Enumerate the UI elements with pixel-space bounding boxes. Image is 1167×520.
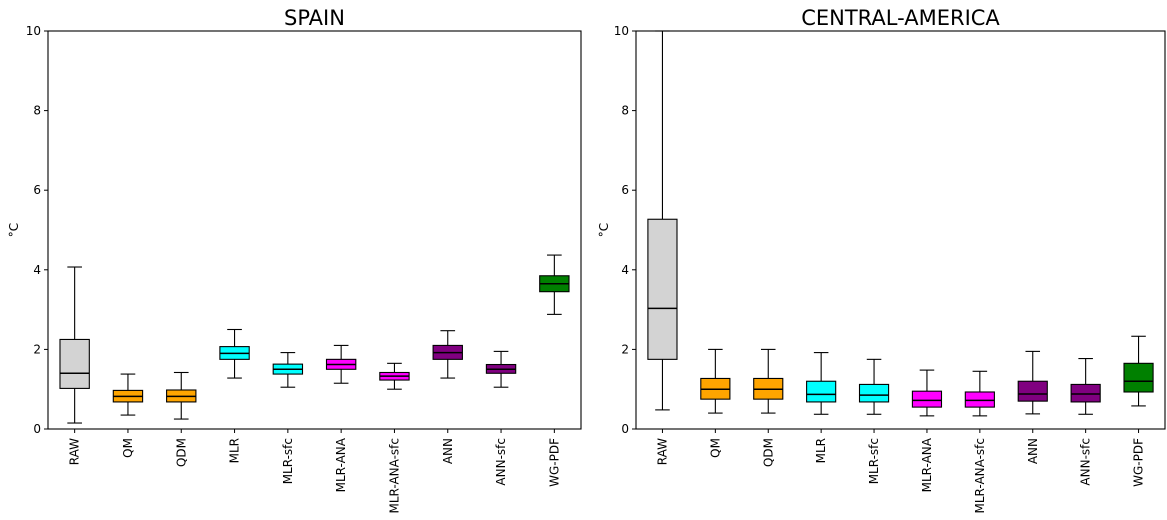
iqr-box (964, 391, 995, 408)
plot-frame (635, 30, 1166, 430)
x-tick-label: ANN (1026, 438, 1040, 464)
x-tick-label: MLR-sfc (281, 438, 295, 484)
box-ANN (1017, 350, 1048, 415)
x-tick-label: MLR (814, 438, 828, 463)
x-tick-label: ANN (441, 438, 455, 464)
box-MLR-sfc (858, 358, 890, 415)
box-MLR-sfc (272, 352, 304, 388)
y-tick-label: 8 (621, 104, 629, 118)
chart-title: SPAIN (284, 6, 345, 30)
chart-panel-1: CENTRAL-AMERICA °C 0 2 4 6 8 10 RAW QM QDM MLR MLR-s… (597, 6, 1166, 514)
x-tick-label: WG-PDF (1132, 438, 1146, 487)
iqr-box (1070, 383, 1101, 403)
box-MLR (806, 352, 837, 415)
x-tick-label: MLR-ANA (334, 437, 348, 492)
box-WG-PDF (539, 254, 570, 315)
box-WG-PDF (1123, 335, 1154, 407)
box-QM (700, 348, 731, 414)
y-tick-label: 6 (621, 183, 629, 197)
x-tick-label: MLR-sfc (867, 438, 881, 484)
y-tick-label: 6 (33, 183, 41, 197)
box-MLR-ANA-sfc (379, 362, 410, 390)
y-tick-label: 10 (26, 24, 41, 38)
x-tick-label: ANN-sfc (494, 438, 508, 486)
box-ANN-sfc (1070, 358, 1101, 415)
chart-panel-0: SPAIN °C 0 2 4 6 8 10 RAW QM QDM MLR MLR-sfc MLR-ANA M… (7, 6, 582, 514)
y-tick-label: 10 (614, 24, 629, 38)
iqr-box (1017, 380, 1048, 402)
y-tick-label: 4 (33, 263, 41, 277)
x-tick-label: WG-PDF (547, 438, 561, 487)
x-tick-label: RAW (68, 438, 82, 465)
x-tick-label: ANN-sfc (1079, 438, 1093, 486)
iqr-box (59, 338, 90, 389)
y-axis-label: °C (7, 223, 21, 237)
x-tick-label: RAW (655, 438, 669, 465)
box-RAW (59, 266, 90, 424)
x-tick-label: QM (121, 438, 135, 458)
iqr-box (858, 383, 890, 403)
box-QM (112, 373, 144, 416)
chart-title: CENTRAL-AMERICA (801, 6, 1000, 30)
iqr-box (911, 390, 943, 408)
x-tick-label: QDM (761, 438, 775, 467)
box-RAW (647, 30, 678, 411)
iqr-box (806, 380, 837, 403)
y-tick-label: 2 (33, 342, 41, 356)
box-MLR-ANA (911, 369, 943, 417)
box-QDM (753, 348, 784, 414)
y-tick-label: 0 (621, 422, 629, 436)
iqr-box (647, 218, 678, 360)
x-tick-label: MLR (228, 438, 242, 463)
x-tick-label: QDM (174, 438, 188, 467)
box-MLR-ANA (325, 344, 357, 384)
plot-frame (47, 30, 582, 430)
box-QDM (166, 371, 197, 420)
box-MLR (219, 328, 250, 379)
box-ANN-sfc (485, 350, 517, 388)
y-tick-label: 4 (621, 263, 629, 277)
x-tick-label: MLR-ANA-sfc (387, 438, 401, 514)
box-MLR-ANA-sfc (964, 370, 995, 417)
y-tick-label: 0 (33, 422, 41, 436)
box-ANN (432, 330, 463, 379)
iqr-box (1123, 362, 1154, 393)
y-tick-label: 8 (33, 104, 41, 118)
y-axis-label: °C (597, 223, 611, 237)
x-tick-label: MLR-ANA (920, 437, 934, 492)
y-tick-label: 2 (621, 342, 629, 356)
x-tick-label: QM (708, 438, 722, 458)
x-tick-label: MLR-ANA-sfc (973, 438, 987, 514)
